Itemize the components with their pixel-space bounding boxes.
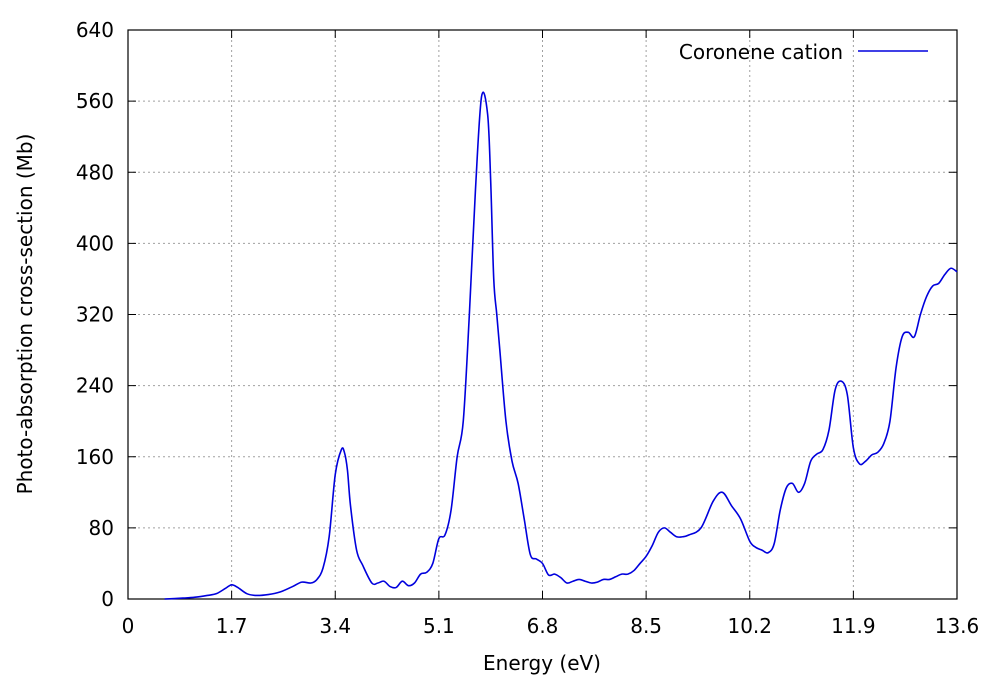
- y-tick-label: 240: [76, 374, 114, 398]
- grid-lines: [128, 30, 957, 599]
- series-line-0: [164, 91, 958, 600]
- x-tick-label: 1.7: [216, 614, 248, 638]
- x-tick-label: 8.5: [630, 614, 662, 638]
- y-tick-label: 160: [76, 445, 114, 469]
- legend: Coronene cation: [679, 40, 928, 64]
- y-tick-label: 320: [76, 303, 114, 327]
- x-tick-label: 0: [122, 614, 135, 638]
- y-tick-labels: 0 80 160 240 320 400 480 560 640: [76, 18, 114, 611]
- y-tick-label: 480: [76, 160, 114, 184]
- y-tick-label: 560: [76, 89, 114, 113]
- y-axis-label: Photo-absorption cross-section (Mb): [13, 134, 37, 495]
- x-tick-label: 5.1: [423, 614, 455, 638]
- y-tick-label: 640: [76, 18, 114, 42]
- x-tick-label: 11.9: [831, 614, 876, 638]
- x-tick-label: 3.4: [319, 614, 351, 638]
- legend-label: Coronene cation: [679, 40, 843, 64]
- y-tick-label: 80: [89, 516, 114, 540]
- x-axis-label: Energy (eV): [483, 651, 601, 675]
- x-tick-label: 10.2: [727, 614, 772, 638]
- x-tick-labels: 0 1.7 3.4 5.1 6.8 8.5 10.2 11.9 13.6: [122, 614, 980, 638]
- y-tick-label: 400: [76, 231, 114, 255]
- series-layer: [164, 91, 958, 600]
- x-tick-label: 13.6: [935, 614, 980, 638]
- y-tick-label: 0: [101, 587, 114, 611]
- x-tick-label: 6.8: [527, 614, 559, 638]
- plot-frame: [127, 29, 958, 600]
